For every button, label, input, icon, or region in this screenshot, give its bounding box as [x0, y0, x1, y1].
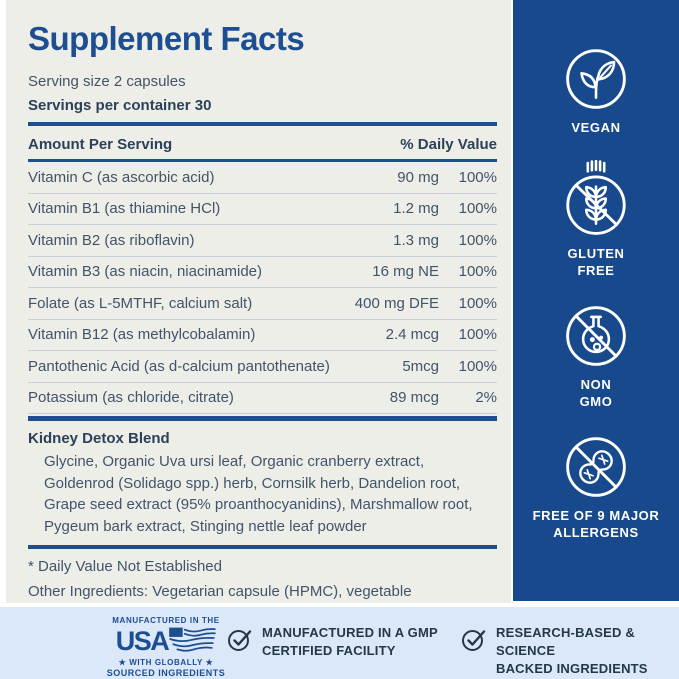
table-row: Vitamin B3 (as niacin, niacinamide) 16 m…: [28, 257, 497, 288]
non-gmo-flask-icon: [563, 303, 629, 369]
badge-label: FREE OF 9 MAJOR ALLERGENS: [532, 507, 660, 541]
nutrient-name: Pantothenic Acid (as d-calcium pantothen…: [28, 357, 330, 375]
nutrient-daily-value: 2%: [475, 389, 497, 406]
nutrient-daily-value: 100%: [458, 326, 497, 343]
gluten-free-badge: GLUTEN FREE: [563, 159, 629, 280]
table-row: Pantothenic Acid (as d-calcium pantothen…: [28, 351, 497, 383]
blend-ingredients: Glycine, Organic Uva ursi leaf, Organic …: [44, 453, 473, 535]
usa-badge-main-text: USA: [115, 625, 170, 656]
nutrient-daily-value: 100%: [458, 294, 497, 312]
supplement-facts-panel: Supplement Facts Serving size 2 capsules…: [6, 0, 511, 603]
usa-badge-line1: ★ WITH GLOBALLY ★: [118, 658, 214, 667]
badge-label: VEGAN: [571, 120, 621, 135]
table-row: Vitamin C (as ascorbic acid) 90 mg 100%: [28, 162, 497, 194]
nutrient-name: Vitamin B12 (as methylcobalamin): [28, 326, 256, 343]
nutrient-amount: 1.3 mg: [393, 231, 439, 249]
research-backed-text: RESEARCH-BASED & SCIENCE BACKED INGREDIE…: [496, 625, 648, 676]
footer-strip: MANUFACTURED IN THE USA ★ WITH GLOBALLY …: [0, 607, 679, 679]
amount-per-serving-header: Amount Per Serving: [28, 136, 173, 153]
checkmark-circle-icon: [460, 626, 487, 658]
table-header: Amount Per Serving % Daily Value: [28, 126, 497, 159]
nutrient-amount: 1.2 mg: [393, 200, 439, 217]
nutrient-amount: 16 mg NE: [372, 263, 439, 280]
page-title: Supplement Facts: [28, 20, 305, 57]
nutrient-amount: 5mcg: [402, 357, 439, 375]
gluten-free-wheat-icon: [563, 159, 629, 238]
checkmark-circle-icon: [226, 626, 253, 658]
other-ingredients-text: Other Ingredients: Vegetarian capsule (H…: [28, 583, 412, 600]
nutrient-daily-value: 100%: [458, 168, 497, 186]
research-backed-item: RESEARCH-BASED & SCIENCE BACKED INGREDIE…: [460, 624, 679, 678]
nutrient-name: Potassium (as chloride, citrate): [28, 389, 234, 406]
nutrient-amount: 90 mg: [397, 168, 439, 186]
nutrient-name: Vitamin C (as ascorbic acid): [28, 168, 215, 186]
daily-value-footnote: * Daily Value Not Established: [28, 558, 222, 575]
badge-sidebar: VEGAN GLUTEN FREE: [513, 0, 679, 601]
vegan-plant-icon: [563, 46, 629, 112]
serving-size-text: Serving size 2 capsules: [28, 73, 186, 90]
nutrient-name: Vitamin B2 (as riboflavin): [28, 231, 195, 249]
nutrient-amount: 2.4 mcg: [385, 326, 439, 343]
table-row: Vitamin B1 (as thiamine HCl) 1.2 mg 100%: [28, 194, 497, 225]
servings-per-container-text: Servings per container 30: [28, 97, 212, 114]
table-row: Potassium (as chloride, citrate) 89 mcg …: [28, 383, 497, 414]
usa-badge-top-text: MANUFACTURED IN THE: [112, 616, 220, 625]
divider-rule: [28, 159, 497, 162]
nutrient-name: Folate (as L-5MTHF, calcium salt): [28, 294, 253, 312]
table-row: Vitamin B12 (as methylcobalamin) 2.4 mcg…: [28, 320, 497, 351]
usa-flag-icon: [168, 625, 216, 657]
nutrient-amount: 400 mg DFE: [354, 294, 439, 312]
daily-value-header: % Daily Value: [400, 136, 497, 153]
usa-badge-main-row: USA: [93, 625, 239, 657]
table-row: Folate (as L-5MTHF, calcium salt) 400 mg…: [28, 288, 497, 320]
non-gmo-badge: NON GMO: [563, 303, 629, 411]
table-row: Vitamin B2 (as riboflavin) 1.3 mg 100%: [28, 225, 497, 257]
nutrient-name: Vitamin B3 (as niacin, niacinamide): [28, 263, 263, 280]
badge-label: GLUTEN FREE: [567, 245, 625, 279]
nutrient-daily-value: 100%: [458, 200, 497, 217]
allergen-free-peanut-icon: [563, 434, 629, 500]
vegan-badge: VEGAN: [563, 46, 629, 137]
divider-rule: [28, 122, 497, 126]
divider-rule: [28, 545, 497, 549]
nutrient-name: Vitamin B1 (as thiamine HCl): [28, 200, 221, 217]
badge-label: NON GMO: [579, 376, 613, 410]
nutrient-daily-value: 100%: [458, 231, 497, 249]
made-in-usa-badge: MANUFACTURED IN THE USA ★ WITH GLOBALLY …: [93, 616, 239, 678]
nutrient-daily-value: 100%: [458, 357, 497, 375]
divider-rule: [28, 416, 497, 421]
nutrient-daily-value: 100%: [458, 263, 497, 280]
nutrient-amount: 89 mcg: [389, 389, 439, 406]
gmp-certified-text: MANUFACTURED IN A GMP CERTIFIED FACILITY: [262, 625, 438, 658]
allergen-free-badge: FREE OF 9 MAJOR ALLERGENS: [533, 434, 660, 542]
gmp-certified-item: MANUFACTURED IN A GMP CERTIFIED FACILITY: [226, 624, 438, 660]
blend-title: Kidney Detox Blend: [28, 430, 170, 447]
usa-badge-line2: SOURCED INGREDIENTS: [106, 668, 226, 678]
